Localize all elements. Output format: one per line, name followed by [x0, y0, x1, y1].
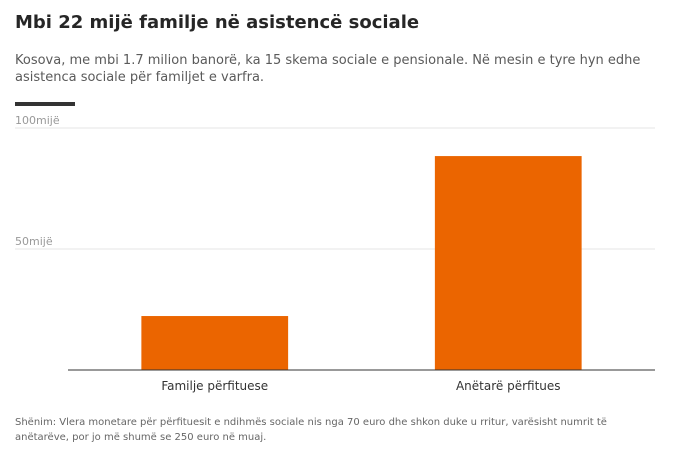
y-tick-label-0: 50mijë	[15, 235, 53, 248]
x-tick-label-1: Anëtarë përfitues	[456, 379, 561, 393]
chart-subtitle: Kosova, me mbi 1.7 milion banorë, ka 15 …	[15, 53, 641, 85]
y-tick-label-1: 100mijë	[15, 114, 60, 127]
chart-title: Mbi 22 mijë familje në asistencë sociale	[15, 12, 420, 33]
bar-1	[434, 156, 582, 370]
bars	[141, 156, 582, 370]
title-rule	[15, 102, 75, 106]
x-tick-labels: Familje përfituese Anëtarë përfitues	[161, 379, 560, 393]
x-tick-label-0: Familje përfituese	[161, 379, 268, 393]
bar-0	[141, 316, 289, 370]
footnote: Shënim: Vlera monetare për përfituesit e…	[15, 417, 607, 443]
y-tick-labels: 50mijë 100mijë	[15, 114, 60, 248]
